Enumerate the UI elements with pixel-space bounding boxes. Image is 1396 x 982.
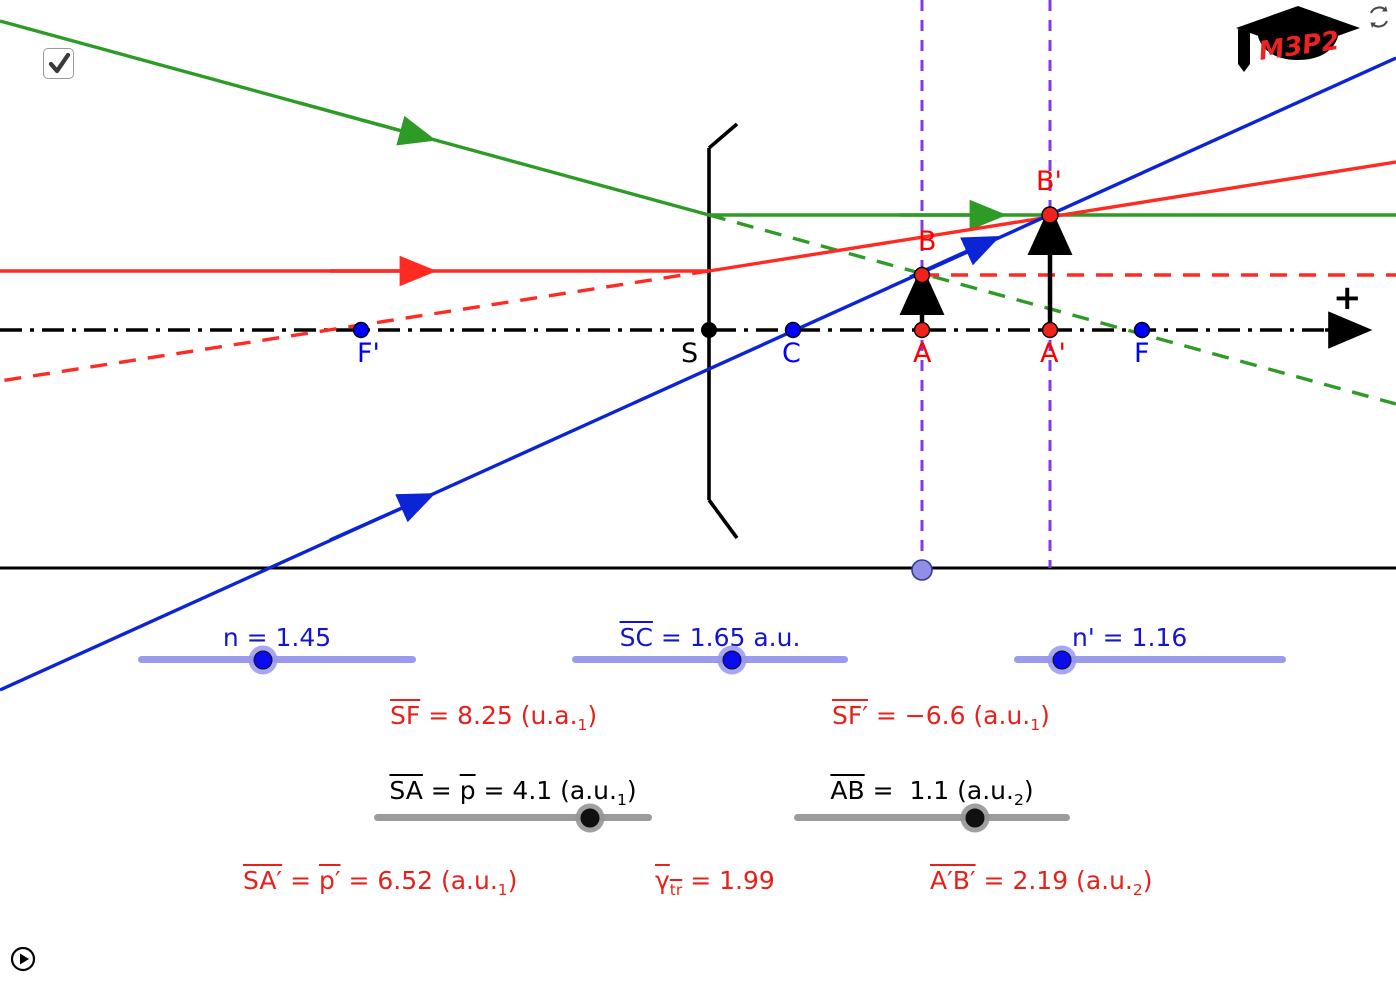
- slider-nprime[interactable]: n' = 1.16: [1014, 625, 1286, 674]
- slider-sc[interactable]: SC = 1.65 a.u.: [572, 625, 848, 674]
- checkmark-icon: [48, 52, 71, 74]
- slider-ab[interactable]: AB = 1.1 (a.u.2): [794, 778, 1070, 832]
- refresh-icon[interactable]: [1366, 4, 1392, 30]
- slider-sc-knob[interactable]: [722, 650, 742, 670]
- slider-ab-track[interactable]: [794, 814, 1070, 821]
- label-point-A: A: [913, 338, 932, 369]
- label-point-C: C: [782, 338, 801, 369]
- readout-sf: SF = 8.25 (u.a.1): [390, 701, 598, 734]
- slider-ab-knob[interactable]: [965, 808, 985, 828]
- readout-saprime-lhs: SA′: [243, 866, 283, 895]
- show-construction-checkbox[interactable]: [43, 48, 74, 79]
- point-B[interactable]: [913, 266, 931, 284]
- slider-nprime-caption: n' = 1.16: [1072, 623, 1188, 652]
- slider-sc-track[interactable]: [572, 656, 848, 663]
- slider-sa-knob[interactable]: [580, 808, 600, 828]
- point-Aprime[interactable]: [1041, 321, 1059, 339]
- slider-sa-pbar: p: [459, 775, 476, 805]
- point-Bprime[interactable]: [1041, 206, 1059, 224]
- label-point-S: S: [681, 338, 699, 369]
- readout-gamma-lhs: γtr: [655, 866, 683, 899]
- slider-sc-lhs: SC: [619, 623, 653, 652]
- point-S[interactable]: [701, 322, 717, 338]
- slider-sc-caption: SC = 1.65 a.u.: [620, 625, 801, 650]
- readout-abprime-lhs: A′B′: [930, 866, 976, 895]
- readout-sf-lhs: SF: [390, 701, 421, 730]
- readout-sfprime: SF′ = −6.6 (a.u.1): [832, 701, 1050, 734]
- slider-n-track[interactable]: [138, 656, 416, 663]
- axis-plus-sign: +: [1333, 278, 1362, 318]
- slider-n-caption: n = 1.45: [222, 623, 332, 652]
- slider-sa-lhs: SA: [389, 775, 423, 805]
- slider-sa-caption: SA = p = 4.1 (a.u.1): [389, 775, 637, 809]
- point-C[interactable]: [784, 321, 802, 339]
- slider-ab-caption: AB = 1.1 (a.u.2): [830, 775, 1034, 809]
- slider-n-knob[interactable]: [253, 650, 273, 670]
- point-Fprime[interactable]: [352, 321, 370, 339]
- slider-sc-rest: = 1.65 a.u.: [652, 623, 801, 652]
- point-F[interactable]: [1133, 321, 1151, 339]
- label-point-F: F: [1134, 338, 1150, 369]
- point-A[interactable]: [913, 321, 931, 339]
- label-point-Bprime: B': [1036, 166, 1062, 197]
- slider-nprime-track[interactable]: [1014, 656, 1286, 663]
- construction-lines-purple: [920, 0, 1052, 568]
- label-point-Fprime: F': [357, 338, 380, 369]
- draggable-handle-point[interactable]: [911, 559, 933, 581]
- readout-saprime: SA′ = p′ = 6.52 (a.u.1): [243, 866, 518, 899]
- slider-n[interactable]: n = 1.45: [138, 625, 416, 674]
- slider-sa[interactable]: SA = p = 4.1 (a.u.1): [374, 778, 652, 832]
- play-icon[interactable]: [10, 946, 36, 972]
- readout-gamma: γtr = 1.99: [655, 866, 775, 899]
- readout-abprime: A′B′ = 2.19 (a.u.2): [930, 866, 1153, 899]
- readout-sfprime-lhs: SF′: [832, 701, 868, 730]
- slider-ab-lhs: AB: [830, 775, 865, 805]
- slider-nprime-knob[interactable]: [1052, 650, 1072, 670]
- blue-ray: [0, 56, 1396, 692]
- label-point-B: B: [918, 226, 937, 257]
- slider-sa-track[interactable]: [374, 814, 652, 821]
- readout-saprime-pprime: p′: [318, 866, 341, 895]
- label-point-Aprime: A': [1040, 338, 1066, 369]
